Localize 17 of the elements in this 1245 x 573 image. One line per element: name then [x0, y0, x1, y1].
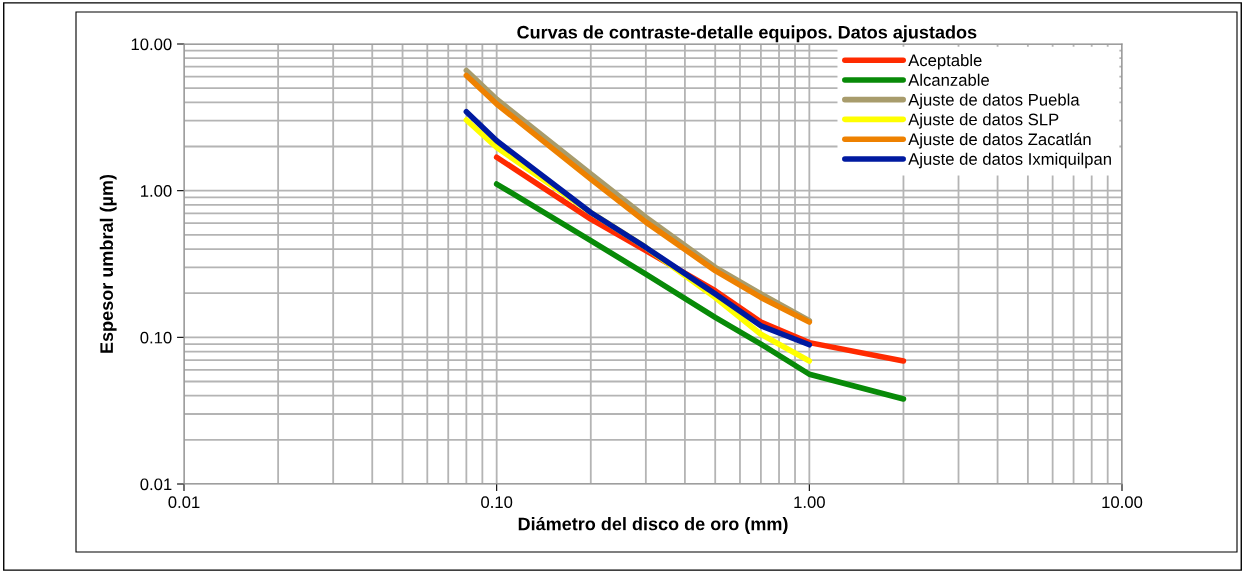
legend-label: Aceptable [908, 54, 982, 70]
chart-title: Curvas de contraste-detalle equipos. Datos ajustados [517, 25, 977, 43]
legend-label: Ajuste de datos SLP [908, 113, 1059, 129]
x-tick-label: 0.10 [481, 496, 513, 509]
y-tick-label: 1.00 [141, 185, 172, 197]
y-axis-title: Espesor umbral (µm) [99, 174, 117, 353]
x-tick-label: 10.00 [1102, 496, 1143, 509]
y-tick-label: 10.00 [131, 38, 172, 51]
y-tick-label: 0.10 [140, 331, 172, 344]
x-axis-title: Diámetro del disco de oro (mm) [518, 516, 788, 534]
x-tick-label: 1.00 [794, 496, 825, 509]
legend-label: Ajuste de datos Ixmiquilpan [908, 152, 1111, 169]
y-tick-label: 0.01 [140, 478, 172, 491]
legend-label: Ajuste de datos Puebla [908, 93, 1080, 109]
legend-label: Alcanzable [908, 73, 989, 86]
legend-label: Ajuste de datos Zacatlán [908, 132, 1091, 149]
x-tick-label: 0.01 [168, 496, 200, 509]
